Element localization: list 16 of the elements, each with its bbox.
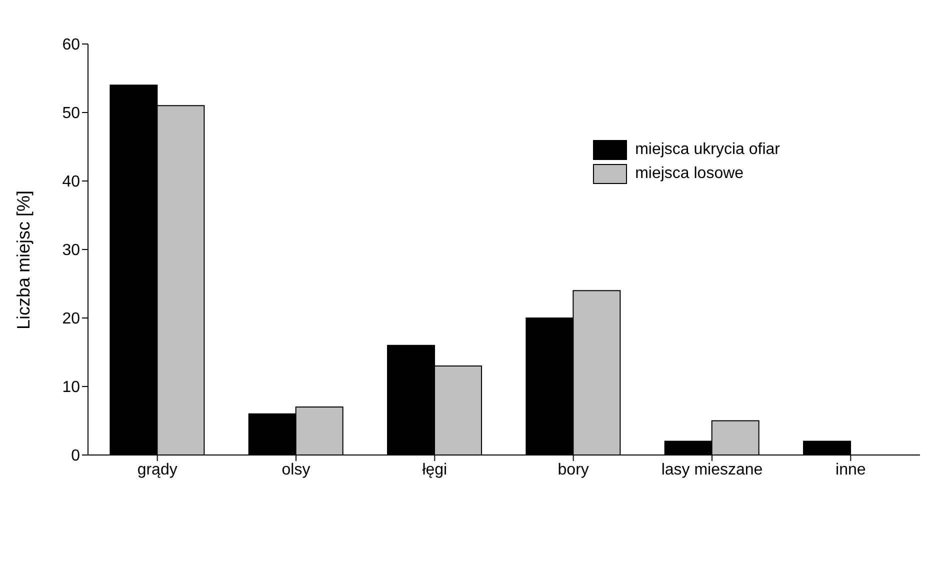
y-tick-label: 0 — [71, 448, 80, 465]
x-tick-label: inne — [836, 461, 866, 478]
y-tick-label: 30 — [62, 242, 80, 260]
x-tick-label: bory — [558, 461, 589, 478]
x-tick-label: lasy mieszane — [661, 461, 763, 478]
y-tick-label: 20 — [62, 310, 80, 328]
x-tick-label: łęgi — [422, 461, 448, 478]
y-tick-label: 50 — [62, 105, 80, 122]
y-axis-title: Liczba miejsc [%] — [13, 190, 34, 330]
x-tick-label: olsy — [282, 461, 310, 478]
y-tick-label: 10 — [62, 379, 80, 396]
x-tick-label: grądy — [137, 461, 178, 478]
legend-label: miejsca losowe — [635, 165, 744, 183]
legend-label: miejsca ukrycia ofiar — [635, 141, 780, 159]
y-tick-label: 60 — [62, 36, 80, 54]
y-tick-label: 40 — [62, 174, 80, 191]
